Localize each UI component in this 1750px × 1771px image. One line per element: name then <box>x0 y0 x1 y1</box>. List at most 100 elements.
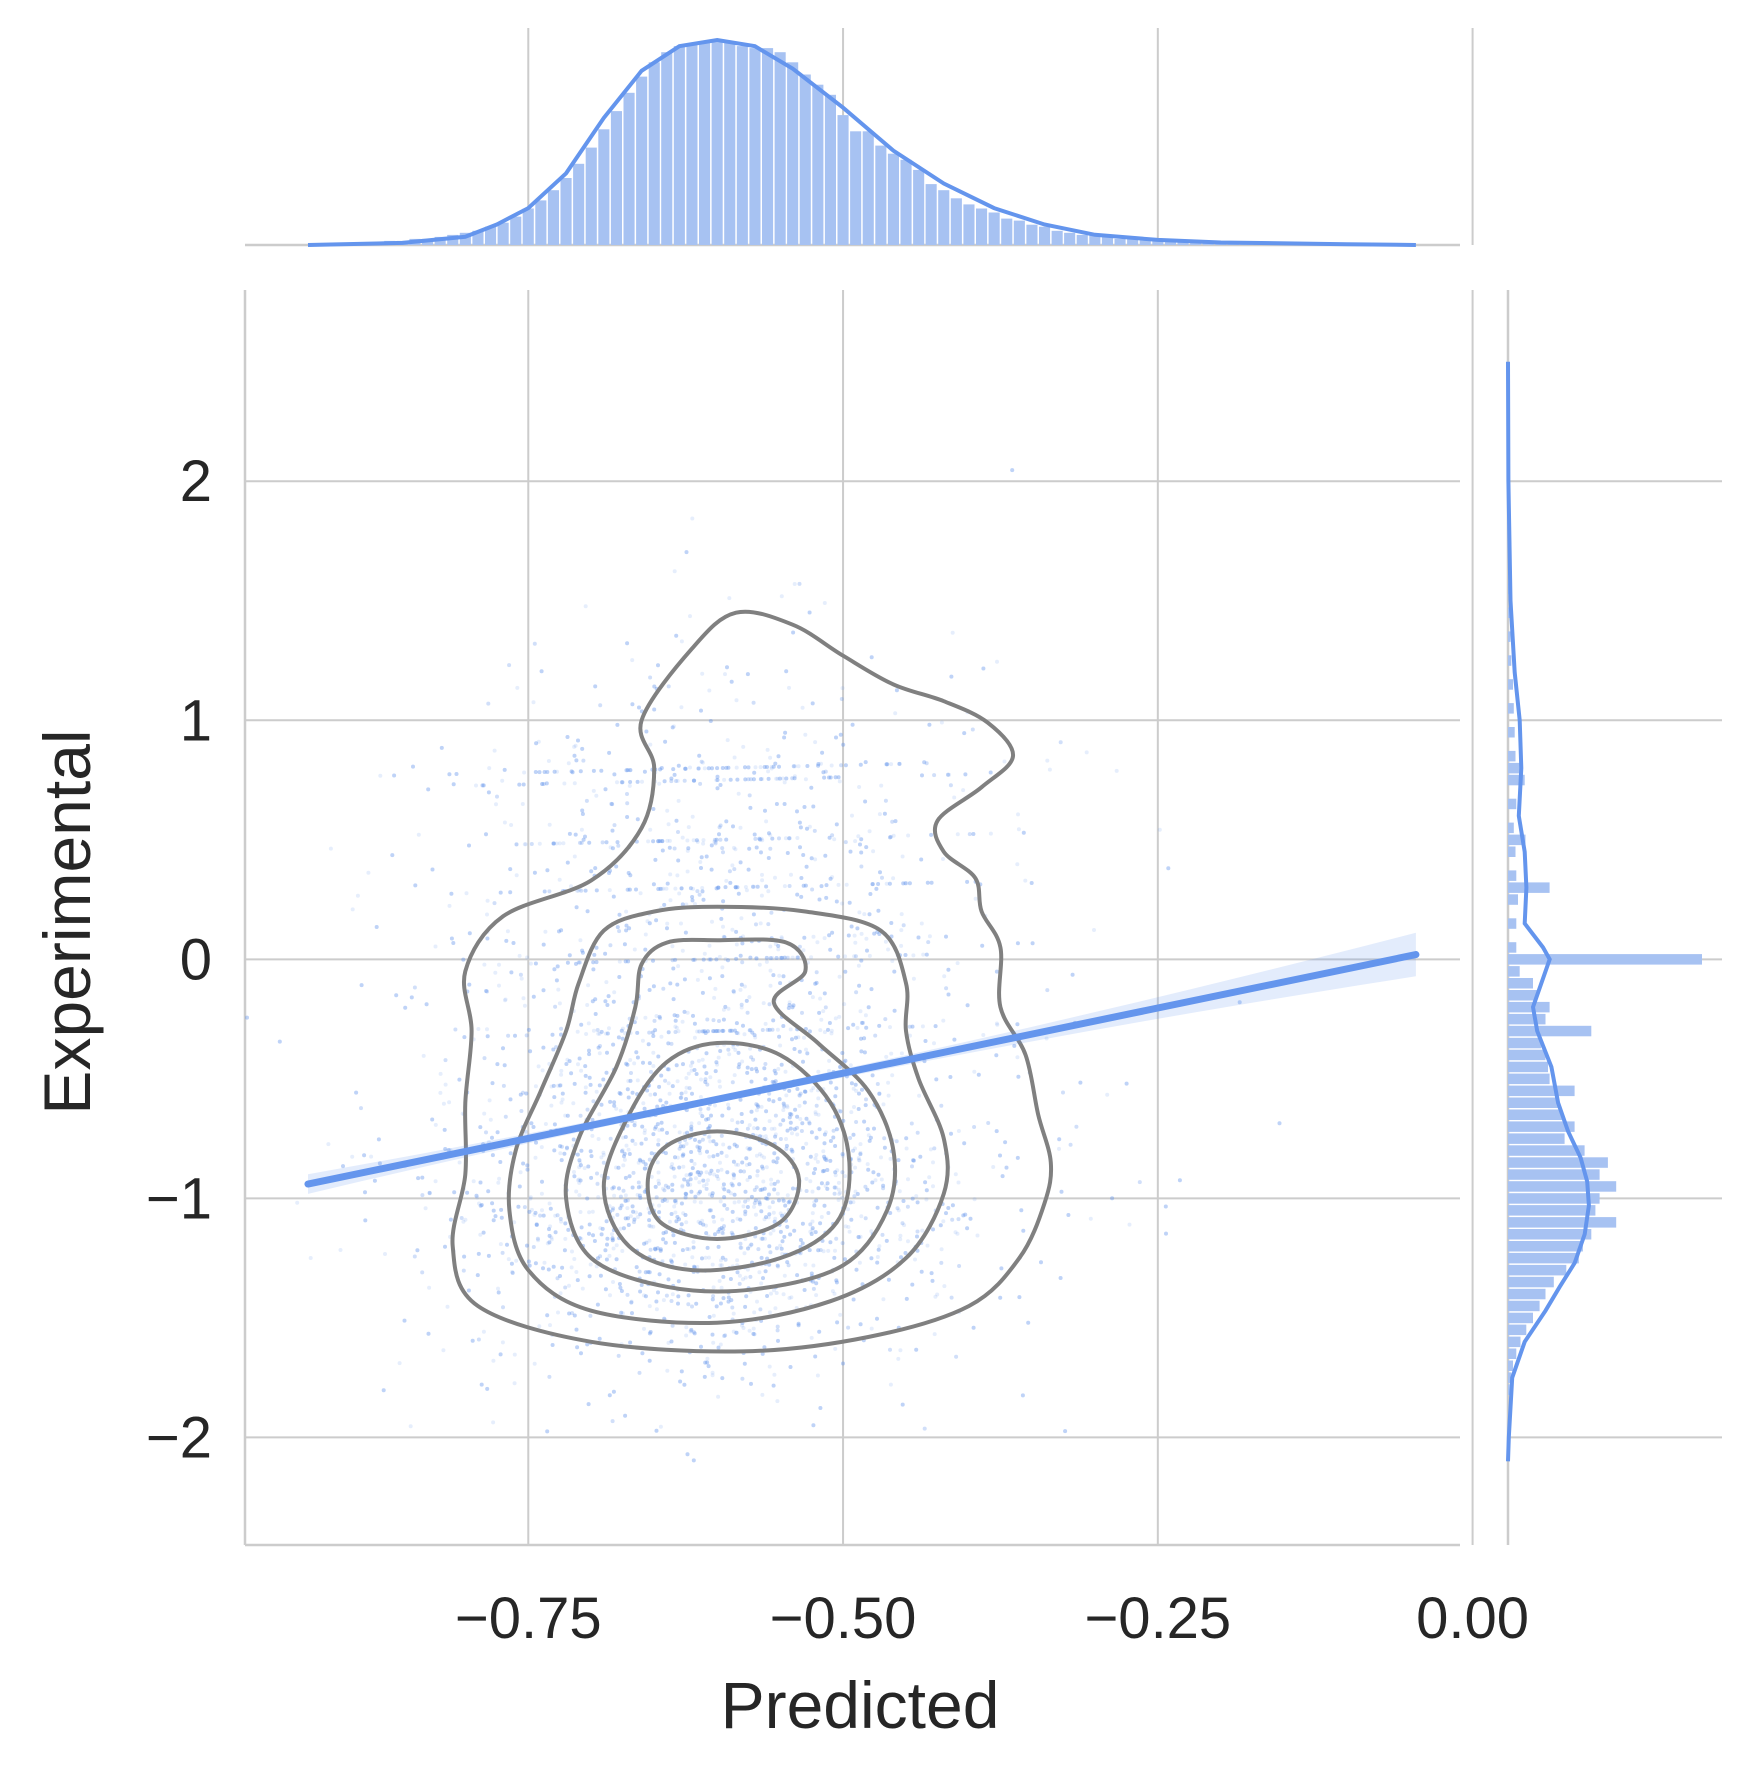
scatter-point <box>659 1073 664 1078</box>
scatter-point <box>716 1177 721 1181</box>
scatter-point <box>727 596 732 601</box>
scatter-point <box>718 837 723 842</box>
scatter-point <box>672 772 677 777</box>
scatter-point <box>610 828 615 833</box>
scatter-point <box>589 1154 594 1159</box>
scatter-point <box>691 1458 696 1463</box>
scatter-point <box>772 1126 777 1131</box>
scatter-point <box>693 902 697 906</box>
scatter-point <box>672 1204 677 1209</box>
scatter-point <box>461 1219 466 1224</box>
scatter-point <box>785 1128 790 1133</box>
scatter-point <box>618 1091 623 1096</box>
scatter-point <box>601 1077 606 1082</box>
scatter-point <box>583 604 588 609</box>
scatter-point <box>734 1021 739 1026</box>
scatter-point <box>887 881 892 886</box>
scatter-point <box>754 956 759 961</box>
scatter-point <box>686 1302 691 1307</box>
scatter-point <box>740 941 745 946</box>
scatter-point <box>534 1223 539 1227</box>
scatter-point <box>443 1244 447 1249</box>
scatter-point <box>891 833 896 838</box>
scatter-point <box>1061 1090 1065 1095</box>
scatter-point <box>512 1220 517 1225</box>
scatter-point <box>782 1104 787 1109</box>
scatter-point <box>826 1211 831 1215</box>
scatter-point <box>741 1023 745 1028</box>
scatter-point <box>575 1152 580 1157</box>
scatter-point <box>674 1063 679 1068</box>
scatter-point <box>757 1200 762 1205</box>
scatter-point <box>781 1292 786 1297</box>
scatter-point <box>814 1198 819 1203</box>
scatter-point <box>457 1160 462 1165</box>
scatter-point <box>800 1010 804 1015</box>
scatter-point <box>767 1002 772 1007</box>
scatter-point <box>553 1004 558 1009</box>
scatter-point <box>834 1127 839 1132</box>
scatter-point <box>924 1188 929 1193</box>
scatter-point <box>775 1179 780 1184</box>
scatter-point <box>628 1340 633 1345</box>
scatter-point <box>1016 812 1020 817</box>
scatter-point <box>587 1231 591 1236</box>
scatter-point <box>857 983 862 988</box>
scatter-point <box>590 1209 595 1214</box>
scatter-point <box>508 890 513 895</box>
scatter-point <box>677 1146 682 1151</box>
scatter-point <box>894 1139 899 1144</box>
scatter-point <box>683 766 688 771</box>
scatter-point <box>840 901 845 906</box>
scatter-point <box>560 1265 565 1270</box>
scatter-point <box>491 1218 496 1223</box>
scatter-point <box>748 955 753 960</box>
scatter-point <box>782 1234 787 1239</box>
scatter-point <box>823 1005 828 1010</box>
scatter-point <box>816 762 821 766</box>
scatter-point <box>980 943 985 948</box>
scatter-point <box>732 1073 737 1078</box>
scatter-point <box>904 1136 909 1141</box>
scatter-point <box>679 705 684 710</box>
scatter-point <box>702 1064 707 1069</box>
scatter-point <box>672 1240 677 1245</box>
scatter-point <box>867 829 872 834</box>
scatter-point <box>700 1029 705 1034</box>
scatter-point <box>843 1224 848 1229</box>
scatter-point <box>685 1130 690 1135</box>
scatter-point <box>846 1325 851 1330</box>
scatter-point <box>829 763 834 768</box>
scatter-point <box>1015 1022 1020 1027</box>
scatter-point <box>583 834 587 839</box>
scatter-point <box>659 886 664 891</box>
scatter-point <box>617 975 622 979</box>
scatter-point <box>748 955 753 960</box>
scatter-point <box>821 1249 826 1254</box>
scatter-point <box>988 831 993 836</box>
scatter-point <box>731 824 735 829</box>
scatter-point <box>751 1326 756 1331</box>
scatter-point <box>485 912 489 917</box>
scatter-point <box>633 1142 638 1146</box>
scatter-point <box>870 1073 875 1078</box>
scatter-point <box>538 1213 543 1218</box>
scatter-point <box>509 1261 514 1266</box>
scatter-point <box>704 1231 709 1236</box>
scatter-point <box>635 817 640 822</box>
scatter-point <box>843 1058 848 1063</box>
scatter-point <box>755 1299 759 1304</box>
scatter-point <box>822 1132 827 1137</box>
scatter-point <box>369 1154 374 1159</box>
scatter-point <box>673 886 678 891</box>
scatter-point <box>741 1023 745 1028</box>
scatter-point <box>924 1197 929 1202</box>
scatter-point <box>946 772 950 777</box>
scatter-point <box>823 853 828 858</box>
scatter-point <box>888 1156 893 1161</box>
scatter-point <box>679 886 684 891</box>
scatter-point <box>467 982 472 987</box>
scatter-point <box>751 884 755 889</box>
scatter-point <box>703 1360 708 1365</box>
scatter-point <box>795 1114 800 1119</box>
